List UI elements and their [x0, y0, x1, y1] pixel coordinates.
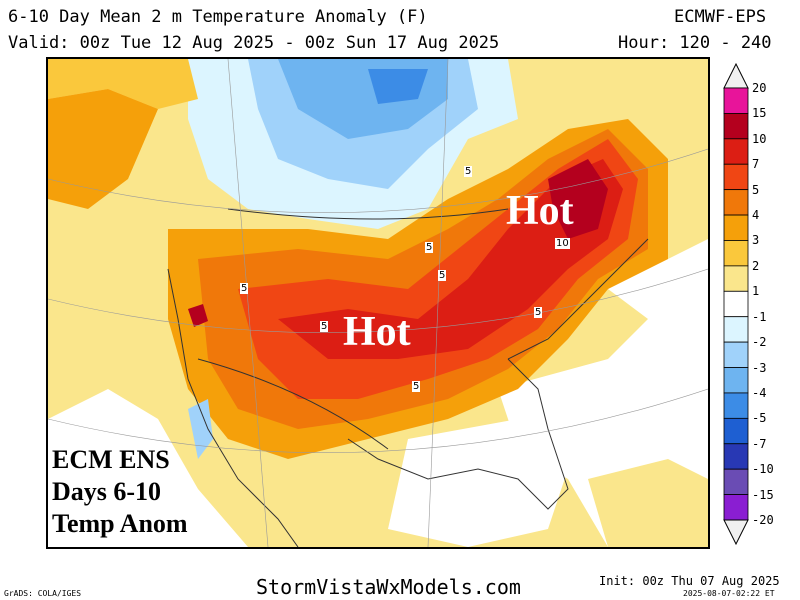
legend-swatch	[723, 240, 749, 267]
contour-label: 5	[534, 307, 543, 318]
grid-line	[48, 148, 708, 213]
grid-line	[227, 59, 269, 547]
pacific-near-normal	[48, 389, 248, 547]
overlay-line: Temp Anom	[52, 509, 188, 538]
legend-swatch	[723, 290, 749, 318]
warm-anomaly-10f-west	[188, 304, 208, 327]
us-canada-border	[227, 208, 509, 220]
legend-tick-label: -20	[752, 513, 774, 527]
legend-tick-label: 5	[752, 182, 760, 197]
pacific-warm	[48, 89, 158, 209]
legend-swatch	[723, 163, 749, 191]
contour-label: 5	[240, 283, 249, 294]
legend-swatch	[723, 214, 749, 241]
color-legend	[723, 62, 749, 546]
legend-tick-label: -15	[752, 487, 774, 502]
west-coastline	[167, 268, 299, 547]
legend-tick-label: 10	[752, 131, 767, 146]
legend-tick-label: 2	[752, 258, 760, 273]
map-title: 6-10 Day Mean 2 m Temperature Anomaly (F…	[8, 7, 428, 27]
legend-tick-label: -10	[752, 462, 774, 477]
legend-tick-label: 4	[752, 208, 760, 223]
init-time: Init: 00z Thu 07 Aug 2025	[599, 574, 780, 588]
legend-swatch	[723, 189, 749, 216]
atlantic-near-normal-north	[608, 239, 708, 319]
legend-swatch	[723, 316, 749, 343]
grid-line	[48, 268, 708, 333]
lat-lon-grid	[48, 59, 708, 547]
geography-outlines	[167, 208, 649, 547]
legend-swatch	[723, 443, 749, 470]
site-credit: StormVistaWxModels.com	[256, 575, 521, 599]
legend-swatch	[723, 138, 749, 165]
legend-tick-label: -4	[752, 385, 767, 400]
legend-swatch	[723, 367, 749, 394]
legend-tick-label: 7	[752, 157, 760, 172]
legend-bottom-arrow	[723, 519, 749, 546]
contour-label: 5	[425, 242, 434, 253]
contour-label: 10	[555, 238, 570, 249]
legend-tick-label: -1	[752, 309, 767, 324]
legend-top-arrow	[723, 62, 749, 89]
alaska-warm	[48, 59, 198, 109]
legend-tick-label: -3	[752, 360, 767, 375]
contour-label: 5	[412, 381, 421, 392]
legend-swatch	[723, 113, 749, 140]
legend-swatch	[723, 265, 749, 292]
hot-label-northeast: Hot	[506, 188, 574, 234]
map-canvas	[48, 59, 708, 547]
forecast-hour: Hour: 120 - 240	[618, 33, 772, 53]
grads-credit: GrADS: COLA/IGES	[4, 589, 82, 598]
legend-tick-label: 15	[752, 106, 767, 121]
us-mexico-border	[197, 358, 389, 450]
legend-swatch	[723, 87, 749, 114]
warm-anomaly-7f	[278, 159, 623, 359]
legend-swatch	[723, 468, 749, 495]
legend-tick-label: 20	[752, 81, 767, 95]
overlay-line: Days 6-10	[52, 477, 162, 506]
model-name: ECMWF-EPS	[674, 7, 767, 27]
overlay-caption: ECM ENS Days 6-10 Temp Anom	[52, 444, 188, 540]
valid-period: Valid: 00z Tue 12 Aug 2025 - 00z Sun 17 …	[8, 33, 500, 53]
hot-label-central: Hot	[343, 309, 411, 355]
contour-label: 5	[320, 321, 329, 332]
caribbean-warm	[588, 459, 708, 547]
legend-swatch	[723, 494, 749, 521]
made-time: 2025-08-07-02:22 ET	[683, 589, 775, 598]
legend-swatches	[723, 87, 749, 521]
overlay-line: ECM ENS	[52, 445, 170, 474]
legend-tick-label: 3	[752, 233, 760, 248]
legend-tick-label: 1	[752, 284, 760, 299]
legend-swatch	[723, 417, 749, 445]
cool-pocket-california	[188, 399, 213, 459]
cold-canada-coldest	[368, 69, 428, 104]
temperature-anomaly-map	[46, 57, 710, 549]
contour-label: 5	[438, 270, 447, 281]
grid-line	[48, 388, 708, 453]
grid-line	[427, 59, 449, 547]
gulf-coastline	[347, 358, 569, 510]
legend-tick-label: -2	[752, 335, 767, 350]
east-coastline	[507, 238, 649, 360]
contour-label: 5	[464, 166, 473, 177]
gulf-near-normal	[388, 419, 568, 547]
legend-tick-label: -5	[752, 411, 767, 426]
warm-anomaly-10f-east	[548, 159, 608, 239]
legend-swatch	[723, 392, 749, 419]
legend-swatch	[723, 341, 749, 368]
legend-tick-label: -7	[752, 436, 767, 451]
